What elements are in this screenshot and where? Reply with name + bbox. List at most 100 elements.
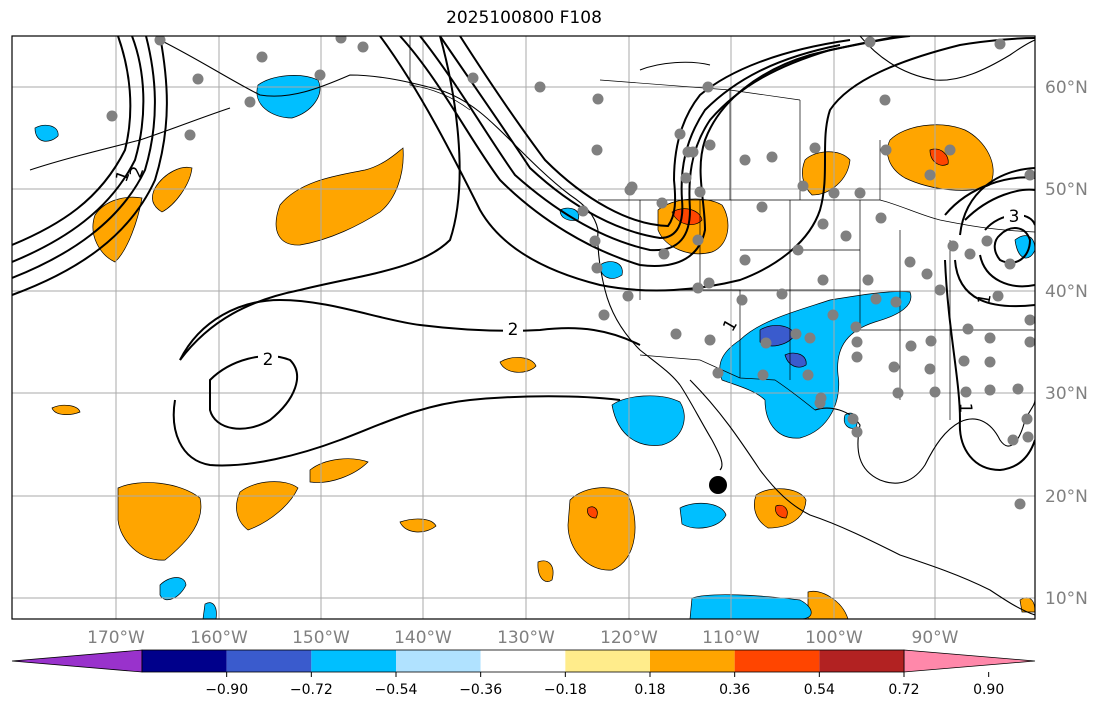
map-title: 2025100800 F108 [446,8,602,28]
station-dot [704,139,716,151]
station-dot [712,367,724,379]
station-dot [992,290,1004,302]
contour-lines [12,36,1035,472]
colorbar-tick-label: −0.72 [290,682,333,698]
latitude-label: 40°N [1045,282,1088,302]
station-dot [958,355,970,367]
anomaly-positive [567,487,636,571]
station-dot [984,384,996,396]
longitude-label: 90°W [912,628,959,648]
station-dot [598,309,610,321]
contour-line [439,36,841,240]
anomaly-negative [599,261,623,279]
contour-line [209,355,299,430]
contour-label: 2 [263,350,274,370]
station-dot [815,392,827,404]
anomaly-positive [537,560,554,582]
station-dot [703,277,715,289]
colorbar-segment [142,650,227,672]
contour-line [979,254,1035,288]
location-marker [709,476,727,494]
coastline-alaska [159,39,599,231]
station-dot [851,351,863,363]
station-dot [244,96,256,108]
anomaly-positive [236,481,299,531]
station-dot [854,187,866,199]
station-dot [692,234,704,246]
station-dot [760,337,772,349]
anomaly-positive [51,404,81,415]
station-dot [739,254,751,266]
station-dot [817,274,829,286]
station-dot [335,36,347,44]
contour-line [12,36,156,279]
contour-label: 2 [508,320,519,340]
station-dot [739,154,751,166]
anomaly-positive-strong [671,208,703,226]
longitude-label: 120°W [600,628,658,648]
station-dot [534,81,546,93]
station-dot [944,144,956,156]
longitude-label: 100°W [805,628,863,648]
latitude-label: 50°N [1045,180,1088,200]
anomaly-positive [1019,597,1035,613]
colorbar-segment [311,650,396,672]
station-dot [704,334,716,346]
station-dot [847,413,859,425]
colorbar-segment [734,650,820,672]
station-dot [1022,431,1034,443]
longitude-label: 140°W [394,628,452,648]
contour-line [959,167,1035,236]
colorbar-tick-label: −0.90 [205,682,248,698]
anomaly-negative [256,75,321,119]
station-dot [875,212,887,224]
contour-line [179,36,461,361]
station-dot [924,363,936,375]
station-dot [589,235,601,247]
longitude-label: 130°W [497,628,555,648]
station-dot [809,142,821,154]
coastlines [29,36,1035,616]
colorbar-tick-label: 0.18 [634,682,665,698]
anomaly-negative [559,207,580,221]
station-dot [851,336,863,348]
longitude-label: 160°W [190,628,248,648]
anomaly-positive-strong [775,504,788,519]
station-dots [106,36,1035,510]
station-dot [154,36,166,46]
station-dot [577,205,589,217]
station-dot [879,94,891,106]
contour-labels: 2 2 3 1 1 1 1 2 [112,164,1024,413]
contour-line [944,259,1035,472]
contour-line [179,298,641,361]
station-dot [797,180,809,192]
colorbar-segment [480,650,566,672]
station-dot [981,235,993,247]
contour-line [12,36,132,246]
station-dot [680,172,692,184]
station-dot [776,288,788,300]
colorbar: −0.90 −0.72 −0.54 −0.36 −0.18 0.18 0.36 0.54 0.7… [11,649,1036,698]
station-dot [890,296,902,308]
map-frame [11,35,1036,620]
colorbar-tick-label: 0.54 [804,682,835,698]
contour-line [172,395,621,467]
anomaly-positive [802,151,851,196]
anomaly-positive [399,518,437,533]
longitude-labels: 170°W 160°W 150°W 140°W 130°W 120°W 110°W 100°W… [87,628,959,648]
station-dot [192,73,204,85]
station-dot [106,110,118,122]
station-dot [756,201,768,213]
station-dot [1014,498,1026,510]
colorbar-segment [565,650,650,672]
contour-line [964,188,1035,221]
contour-label: 1 [974,292,996,306]
station-dot [256,51,268,63]
station-dot [804,332,816,344]
anomaly-negative [611,395,685,446]
colorbar-tick-label: 0.72 [888,682,919,698]
station-dot [314,69,326,81]
station-dot [656,197,668,209]
colorbar-frame [141,649,905,673]
